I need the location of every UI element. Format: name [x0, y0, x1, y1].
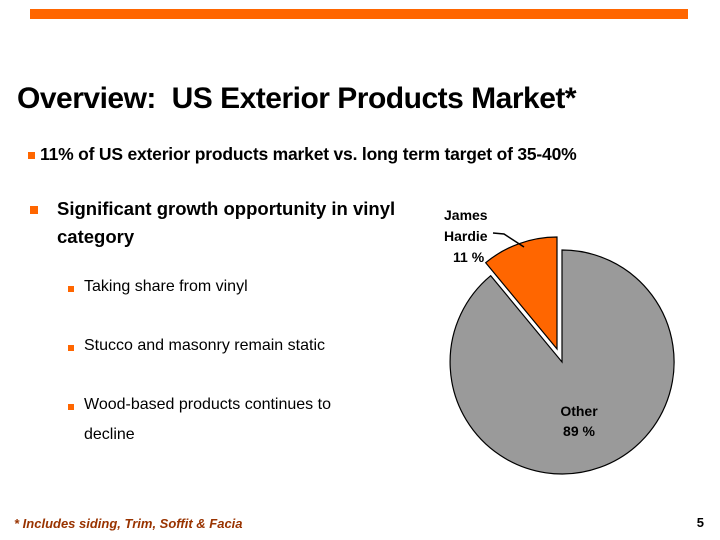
sub-bullet-1-text: Taking share from vinyl [84, 278, 248, 295]
sub-bullet-icon [68, 345, 74, 351]
pie-label-other: Other 89 % [546, 401, 612, 441]
pie-label-line: Hardie [444, 228, 488, 244]
page-number: 5 [696, 515, 704, 530]
sub-bullet-2-text: Stucco and masonry remain static [84, 337, 325, 354]
pie-label-percent: 89 % [563, 423, 595, 439]
slide-title: Overview: US Exterior Products Market* [17, 82, 577, 115]
bullet-icon [28, 152, 35, 159]
sub-bullet-icon [68, 404, 74, 410]
pie-label-james-hardie: James Hardie 11 % [444, 205, 502, 268]
bullet-1-text: 11% of US exterior products market vs. l… [40, 144, 577, 164]
bullet-icon [30, 206, 38, 214]
pie-label-line: James [444, 207, 488, 223]
footnote: * Includes siding, Trim, Soffit & Facia [14, 516, 243, 531]
bullet-2-text: Significant growth opportunity in vinyl … [57, 198, 396, 247]
pie-label-line: Other [560, 403, 598, 419]
pie-label-percent: 11 % [453, 249, 485, 265]
accent-bar [30, 9, 688, 19]
sub-bullet-icon [68, 286, 74, 292]
sub-bullet-3-text: Wood-based products continues to decline [84, 396, 331, 443]
